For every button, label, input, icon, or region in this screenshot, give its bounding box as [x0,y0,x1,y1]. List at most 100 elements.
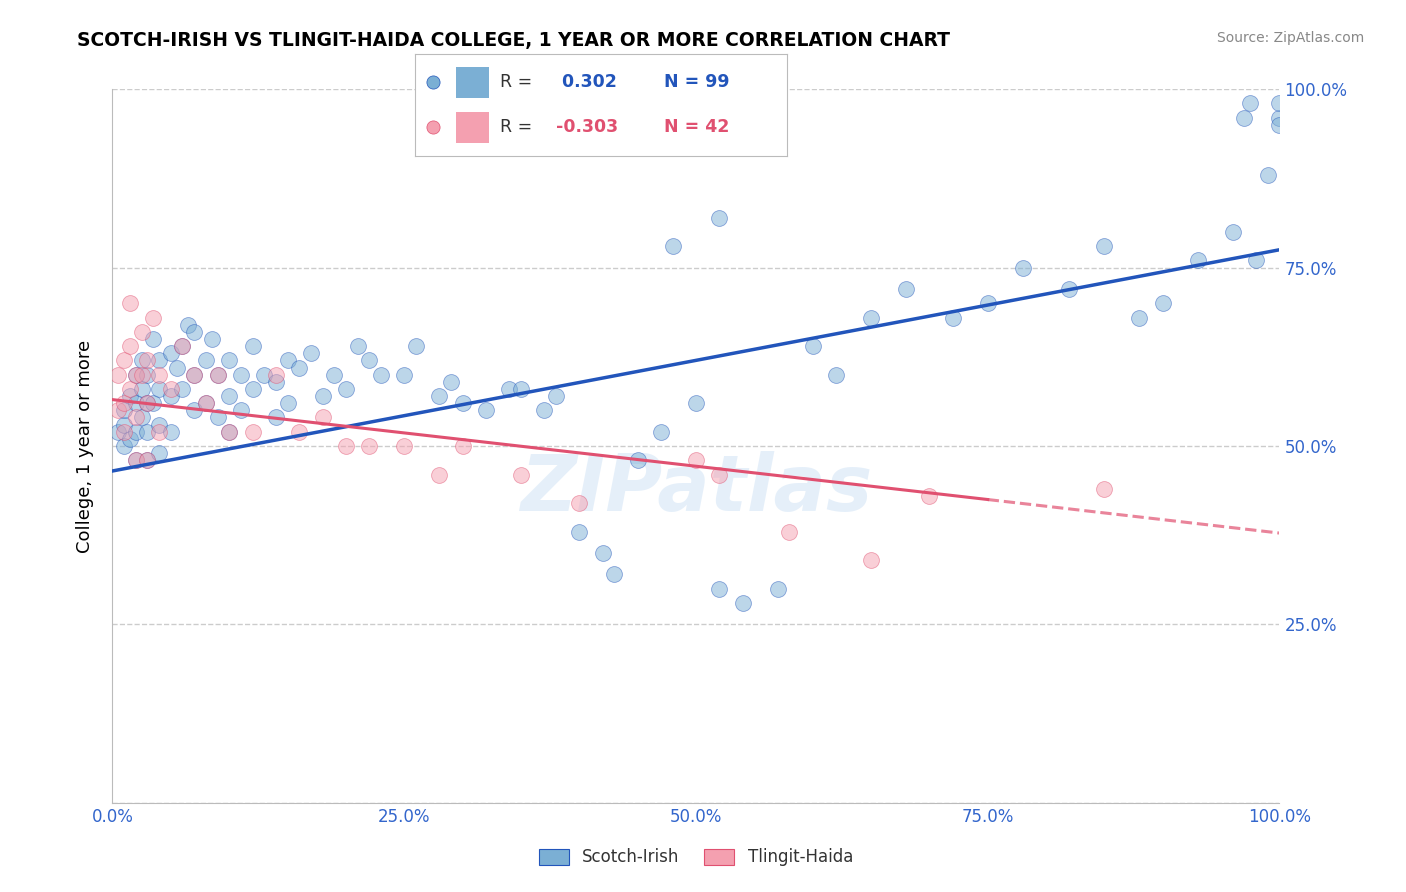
Point [112,417,135,432]
Point [148,382,170,396]
Point [1233,111,1256,125]
Point [201,332,224,346]
Point [1094,482,1116,496]
Point [778,524,800,539]
Point [229,403,252,417]
Text: Source: ZipAtlas.com: Source: ZipAtlas.com [1216,31,1364,45]
Point [194,396,217,410]
Point [207,368,229,382]
Point [942,310,965,325]
Point [1239,96,1261,111]
Text: R =: R = [501,73,538,91]
Point [1152,296,1174,310]
Point [218,353,240,368]
Point [242,425,264,439]
Point [131,382,153,396]
Point [1244,253,1267,268]
Point [1011,260,1033,275]
Point [801,339,824,353]
Point [276,353,298,368]
Point [172,339,194,353]
Point [142,396,165,410]
Point [323,368,346,382]
Point [112,439,135,453]
Point [183,325,205,339]
Point [509,467,531,482]
Text: R =: R = [501,119,538,136]
Point [148,417,170,432]
Point [427,467,450,482]
Point [242,382,264,396]
Point [160,346,183,360]
Point [183,403,205,417]
Point [860,310,883,325]
Point [118,382,141,396]
Point [288,425,311,439]
Point [125,453,148,467]
Point [125,425,148,439]
Point [131,410,153,425]
Bar [456,112,489,143]
Point [148,425,170,439]
Point [112,403,135,417]
Point [131,325,153,339]
Point [918,489,941,503]
Point [544,389,567,403]
Point [592,546,614,560]
Point [475,403,498,417]
Point [825,368,848,382]
Point [276,396,298,410]
Point [264,375,287,389]
Point [177,318,200,332]
Point [148,446,170,460]
Point [359,353,381,368]
Text: N = 42: N = 42 [665,119,730,136]
Point [142,332,165,346]
Point [166,360,188,375]
Point [568,496,591,510]
Point [125,368,148,382]
Point [142,310,165,325]
Point [112,425,135,439]
Point [709,467,731,482]
Point [118,389,141,403]
Point [136,396,159,410]
Point [405,339,427,353]
Point [218,389,240,403]
Point [451,396,474,410]
Text: 0.302: 0.302 [557,73,617,91]
Point [335,382,357,396]
Point [136,368,159,382]
Point [118,296,141,310]
Y-axis label: College, 1 year or more: College, 1 year or more [76,340,94,552]
Point [427,389,450,403]
Point [685,453,707,467]
Point [172,382,194,396]
Point [125,410,148,425]
Point [311,389,333,403]
Point [253,368,276,382]
Point [661,239,683,253]
Bar [456,67,489,97]
Point [207,410,229,425]
Point [136,396,159,410]
Point [335,439,357,453]
Point [264,368,287,382]
Point [183,368,205,382]
Point [229,368,252,382]
Point [172,339,194,353]
Point [1128,310,1150,325]
Point [709,211,731,225]
Point [346,339,368,353]
Point [1257,168,1279,182]
Point [288,360,311,375]
Point [685,396,707,410]
Point [422,75,444,89]
Point [118,432,141,446]
Point [125,396,148,410]
Point [394,368,416,382]
Point [148,368,170,382]
Point [136,425,159,439]
Point [627,453,650,467]
Text: N = 99: N = 99 [665,73,730,91]
